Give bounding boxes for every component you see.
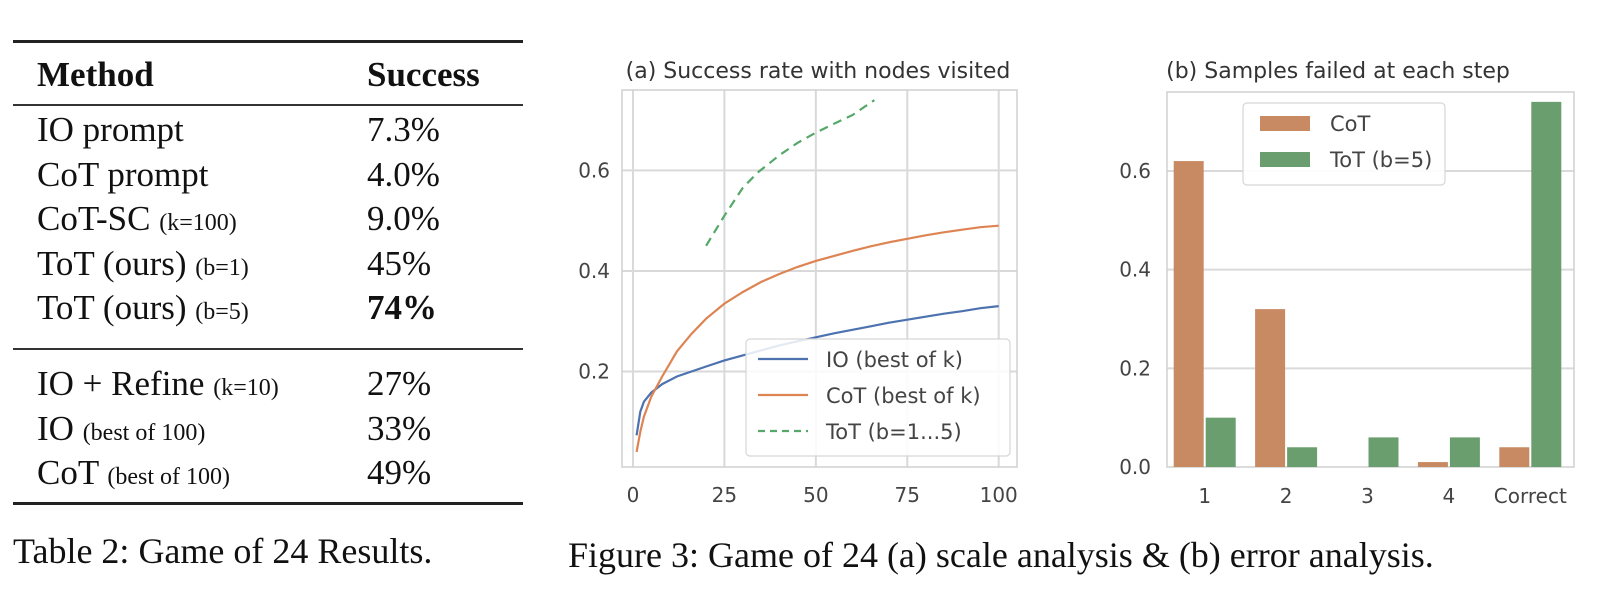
success-cell: 9.0% — [367, 199, 440, 238]
chart-a-ytick-label: 0.2 — [578, 359, 610, 383]
chart-b-xtick-label: 3 — [1361, 484, 1374, 508]
table-row: CoT prompt 4.0% — [13, 153, 523, 197]
chart-b-ytick-label: 0.6 — [1119, 159, 1151, 183]
chart-b-xtick-label: Correct — [1494, 484, 1567, 508]
method-name: ToT (ours) — [37, 288, 187, 327]
chart-a-xticks: 0 25 50 75 100 — [627, 483, 1018, 507]
chart-success-rate: (a) Success rate with nodes visited 0.20… — [578, 59, 1018, 507]
table-header-rule — [13, 104, 523, 106]
chart-b-xticks: 1 2 3 4 Correct — [1198, 484, 1567, 508]
method-note: (b=1) — [195, 254, 249, 281]
chart-a-title: (a) Success rate with nodes visited — [626, 59, 1011, 84]
chart-a-xtick-label: 25 — [712, 483, 737, 507]
chart-a-frame — [621, 89, 1018, 468]
chart-a-legend-label: CoT (best of k) — [826, 384, 981, 408]
method-note: (k=10) — [213, 375, 279, 401]
chart-b-bar-cot-correct — [1499, 447, 1530, 467]
table-row: ToT (ours) (b=5) 74% — [13, 286, 523, 330]
method-name: IO — [37, 408, 74, 448]
chart-failed-samples: (b) Samples failed at each step 0.00.20.… — [1119, 59, 1575, 508]
table-bottom-rule — [13, 502, 523, 505]
chart-b-bars — [1173, 101, 1562, 468]
chart-a-xtick-label: 0 — [627, 483, 640, 507]
chart-b-xtick-label: 2 — [1280, 484, 1293, 508]
table-top-rule — [13, 40, 523, 43]
method-note: (b=5) — [195, 299, 249, 325]
chart-b-bar-cot-2 — [1255, 309, 1286, 467]
chart-b-grid — [1167, 169, 1574, 370]
chart-b-bar-tot-2 — [1287, 447, 1318, 467]
table-header-row: Method Success — [13, 53, 523, 97]
chart-b-legend-label: ToT (b=5) — [1329, 148, 1432, 172]
table-row: IO + Refine (k=10) 27% — [13, 362, 523, 406]
chart-b-xtick-label: 4 — [1443, 484, 1456, 508]
chart-b-ytick-label: 0.4 — [1119, 258, 1151, 282]
table-caption: Table 2: Game of 24 Results. — [13, 531, 433, 571]
success-cell: 74% — [367, 288, 437, 327]
method-cell: CoT-SC (k=100) — [37, 197, 237, 245]
table-row: CoT-SC (k=100) 9.0% — [13, 197, 523, 241]
success-cell: 45% — [367, 243, 432, 283]
method-name: CoT prompt — [37, 154, 209, 194]
chart-a-xtick-label: 100 — [980, 483, 1018, 507]
table-row: CoT (best of 100) 49% — [13, 451, 523, 495]
method-name: IO prompt — [37, 110, 184, 149]
chart-b-bar-tot-correct — [1531, 101, 1562, 468]
method-name: ToT (ours) — [37, 243, 187, 283]
chart-b-legend-swatch — [1260, 152, 1310, 167]
chart-b-bar-tot-3 — [1368, 437, 1399, 467]
table-row: IO (best of 100) 33% — [13, 407, 523, 451]
chart-a-ytick-label: 0.4 — [578, 259, 610, 283]
chart-a-ytick-label: 0.6 — [578, 158, 610, 182]
method-note: (k=100) — [159, 210, 237, 236]
chart-a-yticks: 0.2 0.4 0.6 — [578, 158, 610, 383]
chart-b-bar-cot-4 — [1417, 462, 1448, 467]
chart-b-ytick-label: 0.2 — [1119, 356, 1151, 380]
success-cell: 7.3% — [367, 110, 440, 149]
table-row: ToT (ours) (b=1) 45% — [13, 242, 523, 286]
success-cell: 4.0% — [367, 154, 440, 194]
header-success: Success — [367, 55, 480, 94]
chart-a-legend-label: ToT (b=1...5) — [825, 420, 962, 444]
method-cell: ToT (ours) (b=1) — [37, 242, 249, 290]
chart-b-bar-cot-1 — [1173, 161, 1204, 467]
chart-b-legend: CoT ToT (b=5) — [1242, 102, 1446, 186]
chart-a-xtick-label: 75 — [895, 483, 920, 507]
success-cell: 27% — [367, 364, 432, 403]
header-method: Method — [37, 55, 154, 94]
method-note: (best of 100) — [82, 419, 206, 446]
method-note: (best of 100) — [107, 464, 230, 490]
chart-a-legend-label: IO (best of k) — [826, 348, 963, 372]
chart-b-bar-tot-4 — [1449, 437, 1480, 467]
chart-a-legend: IO (best of k) CoT (best of k) ToT (b=1...… — [745, 338, 1011, 457]
method-name: CoT-SC — [37, 199, 151, 238]
success-cell: 33% — [367, 408, 432, 448]
method-cell: CoT (best of 100) — [37, 451, 230, 499]
table-mid-rule — [13, 348, 523, 350]
chart-b-title: (b) Samples failed at each step — [1166, 59, 1510, 84]
chart-b-legend-label: CoT — [1330, 112, 1371, 136]
method-cell: IO + Refine (k=10) — [37, 362, 279, 410]
chart-b-legend-swatch — [1260, 116, 1310, 131]
chart-b-yticks: 0.0 0.2 0.4 0.6 — [1119, 159, 1151, 479]
method-name: IO + Refine — [37, 364, 205, 403]
chart-a-line-cot — [635, 224, 999, 453]
chart-a-xtick-label: 50 — [803, 483, 828, 507]
method-cell: IO prompt — [37, 108, 184, 152]
method-name: CoT — [37, 453, 99, 492]
method-cell: CoT prompt — [37, 153, 208, 197]
chart-b-ytick-label: 0.0 — [1119, 455, 1151, 479]
method-cell: ToT (ours) (b=5) — [37, 286, 249, 334]
table-row: IO prompt 7.3% — [13, 108, 523, 152]
chart-b-xtick-label: 1 — [1198, 484, 1211, 508]
chart-b-bar-tot-1 — [1205, 417, 1236, 467]
chart-a-legend-box — [745, 338, 1011, 457]
chart-a-line-tot — [705, 99, 876, 247]
method-cell: IO (best of 100) — [37, 407, 205, 455]
success-cell: 49% — [367, 453, 432, 492]
figure-caption: Figure 3: Game of 24 (a) scale analysis … — [568, 535, 1434, 575]
